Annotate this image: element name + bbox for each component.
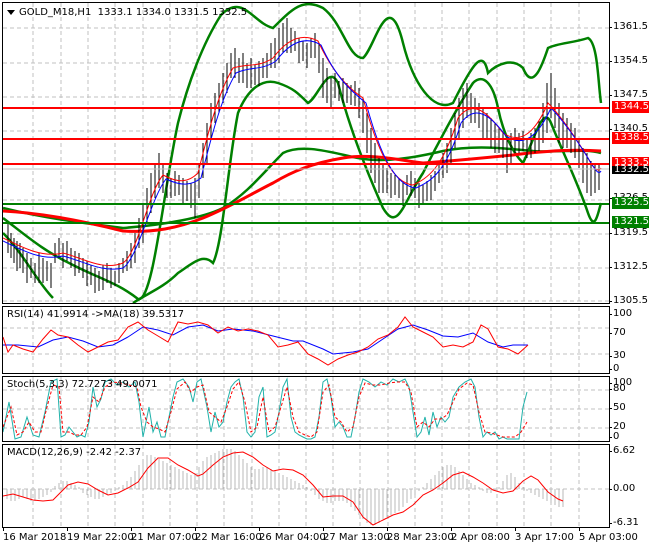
stoch-tick: 80 [609, 383, 626, 394]
rsi-canvas [3, 307, 609, 373]
price-tick: 1361.5 [609, 21, 648, 32]
stochastic-canvas [3, 377, 609, 441]
macd-tick: -6.31 [609, 517, 639, 528]
resistance-level-label: 1344.5 [612, 101, 649, 113]
stoch-tick: 50 [609, 402, 626, 413]
macd-axis: 6.62 0.00 -6.31 [608, 444, 650, 528]
stoch-tick: 20 [609, 421, 626, 432]
dropdown-arrow-icon[interactable] [7, 9, 15, 15]
price-tick: 1319.5 [609, 227, 648, 238]
rsi-label: RSI(14) 41.9914 ->MA(18) 39.5317 [7, 309, 184, 320]
price-tick: 1305.5 [609, 295, 648, 306]
rsi-tick: 70 [609, 327, 626, 338]
price-tick: 1340.5 [609, 123, 648, 134]
rsi-tick: 100 [608, 308, 633, 319]
stochastic-axis: 100 80 50 20 0 [608, 376, 650, 442]
support-level-label: 1321.5 [612, 216, 649, 228]
stoch-tick: 100 [608, 377, 633, 388]
price-tick: 1347.5 [609, 89, 648, 100]
stochastic-label: Stoch(5,3,3) 72.7273 49.0071 [7, 379, 158, 390]
rsi-axis: 100 70 30 0 [608, 306, 650, 374]
rsi-tick: 30 [609, 350, 626, 361]
price-axis[interactable]: 1361.5 1354.5 1347.5 1340.5 1326.5 1319.… [609, 0, 650, 306]
stochastic-pane[interactable]: Stoch(5,3,3) 72.7273 49.0071 [2, 376, 610, 442]
time-label: 19 Mar 22:00 [67, 532, 134, 543]
time-label: 26 Mar 04:00 [259, 532, 326, 543]
macd-tick: 6.62 [608, 445, 636, 456]
rsi-pane[interactable]: RSI(14) 41.9914 ->MA(18) 39.5317 [2, 306, 610, 374]
macd-canvas [3, 445, 609, 527]
ohlc-values: 1333.1 1334.0 1331.5 1332.5 [97, 7, 248, 18]
chart-title: GOLD_M18,H1 1333.1 1334.0 1331.5 1332.5 [7, 7, 247, 18]
macd-pane[interactable]: MACD(12,26,9) -2.42 -2.37 [2, 444, 610, 528]
time-label: 16 Mar 2018 [3, 532, 67, 543]
macd-tick: 0.00 [608, 483, 636, 494]
price-tick: 1312.5 [609, 261, 648, 272]
stoch-tick: 0 [608, 431, 620, 442]
time-label: 2 Apr 08:00 [451, 532, 510, 543]
resistance-level-label: 1338.5 [612, 132, 649, 144]
macd-label: MACD(12,26,9) -2.42 -2.37 [7, 447, 142, 458]
time-label: 27 Mar 13:00 [323, 532, 390, 543]
time-label: 5 Apr 03:00 [579, 532, 638, 543]
time-label: 21 Mar 07:00 [131, 532, 198, 543]
price-chart-pane[interactable]: GOLD_M18,H1 1333.1 1334.0 1331.5 1332.5 [2, 2, 610, 304]
time-label: 28 Mar 23:00 [387, 532, 454, 543]
support-level-label: 1325.5 [612, 197, 649, 209]
current-price-label: 1332.5 [612, 164, 649, 175]
price-chart-canvas [3, 3, 609, 303]
price-tick: 1354.5 [609, 55, 648, 66]
symbol-label: GOLD_M18,H1 [19, 7, 92, 18]
rsi-tick: 0 [608, 363, 620, 374]
time-label: 22 Mar 16:00 [195, 532, 262, 543]
time-label: 3 Apr 17:00 [515, 532, 574, 543]
